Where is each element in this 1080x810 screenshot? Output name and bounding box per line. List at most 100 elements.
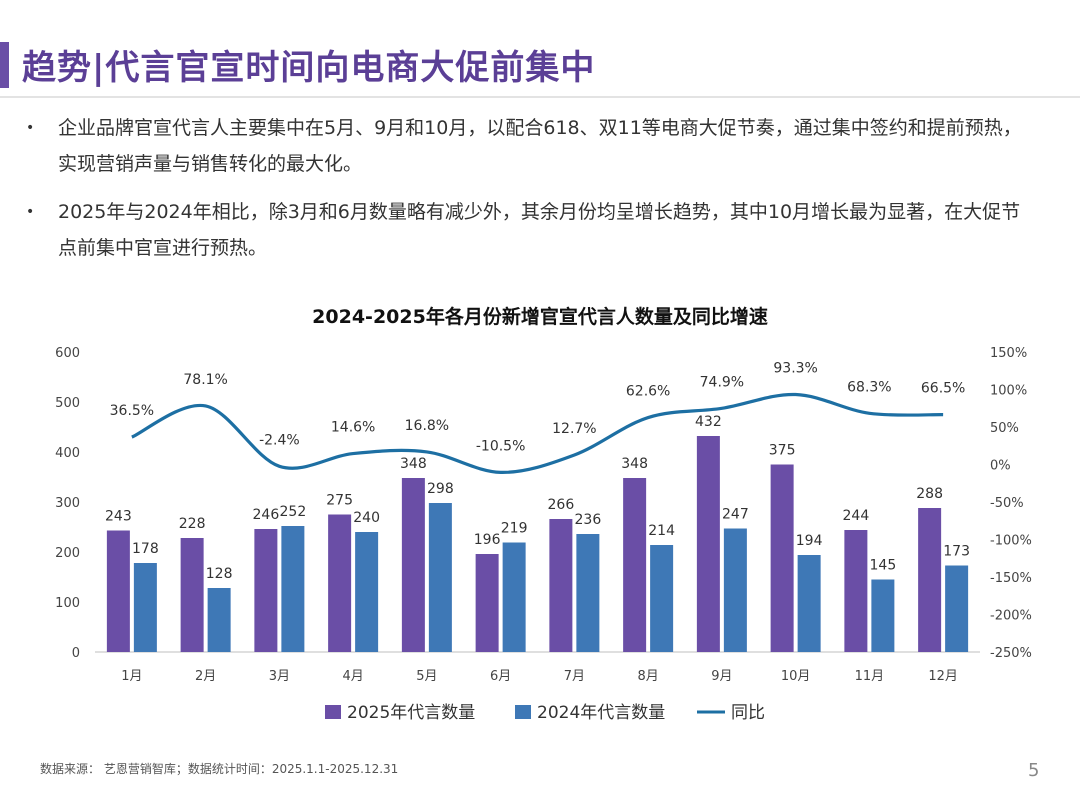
- bar-2024: [650, 545, 674, 652]
- bar-2025: [549, 519, 573, 652]
- bar-2025: [475, 554, 499, 652]
- bar-2024: [723, 528, 747, 652]
- bar-2024-label: 236: [575, 512, 602, 528]
- bar-2024: [207, 588, 231, 652]
- bullet-dot: •: [26, 204, 35, 220]
- bar-2025-label: 375: [769, 443, 796, 459]
- bar-2025: [180, 538, 204, 652]
- bar-2024-label: 252: [280, 504, 307, 520]
- bar-2025: [770, 464, 794, 652]
- x-tick-label: 10月: [781, 669, 811, 684]
- x-tick-label: 2月: [195, 669, 216, 684]
- bar-2024: [281, 526, 305, 652]
- bar-2025-label: 348: [400, 456, 427, 472]
- bullet-text: 2025年与2024年相比，除3月和6月数量略有减少外，其余月份均呈增长趋势，其…: [58, 201, 1021, 259]
- bar-2025-label: 196: [474, 532, 501, 548]
- y-left-tick-label: 500: [55, 396, 80, 411]
- bar-2025: [328, 514, 352, 652]
- legend-label: 同比: [731, 703, 765, 723]
- chart-title: 2024-2025年各月份新增官宣代言人数量及同比增速: [312, 306, 768, 328]
- bar-2024: [797, 555, 821, 652]
- bar-2024: [502, 542, 526, 652]
- y-right-tick-label: 100%: [990, 384, 1027, 399]
- yoy-label: -10.5%: [476, 438, 526, 454]
- bar-2025-label: 228: [179, 516, 206, 532]
- bar-2024: [576, 534, 600, 652]
- x-tick-label: 6月: [490, 669, 511, 684]
- bar-2024-label: 247: [722, 507, 749, 523]
- legend-label: 2024年代言数量: [537, 703, 665, 723]
- x-tick-label: 1月: [121, 669, 142, 684]
- bar-2025: [401, 478, 425, 652]
- title-accent-bar: [0, 42, 9, 88]
- y-left-tick-label: 100: [55, 596, 80, 611]
- bar-2025: [918, 508, 942, 652]
- yoy-label: -2.4%: [259, 432, 300, 448]
- bar-2024-label: 240: [353, 510, 380, 526]
- y-right-tick-label: -200%: [990, 609, 1032, 624]
- yoy-line: [131, 392, 944, 474]
- bar-2025: [844, 530, 868, 652]
- page-title: 趋势|代言官宣时间向电商大促前集中: [22, 48, 596, 88]
- bar-2025-label: 266: [548, 497, 575, 513]
- bar-2025-label: 348: [621, 456, 648, 472]
- bar-2024-label: 145: [870, 558, 897, 574]
- y-left-tick-label: 0: [72, 646, 80, 661]
- yoy-label: 93.3%: [773, 361, 817, 377]
- y-left-tick-label: 400: [55, 446, 80, 461]
- y-right-tick-label: 0%: [990, 459, 1011, 474]
- bar-2024: [428, 503, 452, 652]
- y-right-tick-label: -150%: [990, 571, 1032, 586]
- bar-2024-label: 194: [796, 533, 823, 549]
- bar-2025-label: 244: [843, 508, 870, 524]
- bar-2024: [355, 532, 379, 652]
- bar-2024: [945, 565, 969, 652]
- x-tick-label: 8月: [637, 669, 658, 684]
- yoy-label: 62.6%: [626, 384, 670, 400]
- x-tick-label: 7月: [564, 669, 585, 684]
- bar-2024: [133, 563, 157, 652]
- x-tick-label: 3月: [269, 669, 290, 684]
- bar-2025-label: 432: [695, 414, 722, 430]
- bar-2025-label: 275: [326, 493, 353, 509]
- bullet-list: • 企业品牌官宣代言人主要集中在5月、9月和10月，以配合618、双11等电商大…: [26, 110, 1036, 278]
- x-tick-label: 12月: [928, 669, 958, 684]
- legend-swatch: [515, 705, 531, 719]
- y-left-tick-label: 200: [55, 546, 80, 561]
- bar-2025-label: 243: [105, 509, 132, 525]
- title-divider: [0, 96, 1080, 98]
- x-tick-label: 5月: [416, 669, 437, 684]
- bar-2025-label: 288: [916, 486, 943, 502]
- yoy-label: 36.5%: [110, 403, 154, 419]
- bar-2024-label: 178: [132, 541, 159, 557]
- bar-2025-label: 246: [253, 507, 280, 523]
- x-tick-label: 11月: [855, 669, 885, 684]
- yoy-label: 12.7%: [552, 421, 596, 437]
- legend-swatch: [325, 705, 341, 719]
- page-number: 5: [1028, 760, 1040, 781]
- bar-2024-label: 219: [501, 521, 528, 537]
- y-left-tick-label: 600: [55, 346, 80, 361]
- y-right-tick-label: 150%: [990, 346, 1027, 361]
- bar-2024: [871, 579, 895, 652]
- bullet-item: • 企业品牌官宣代言人主要集中在5月、9月和10月，以配合618、双11等电商大…: [26, 110, 1036, 182]
- x-tick-label: 4月: [342, 669, 363, 684]
- bar-2024-label: 173: [943, 544, 970, 560]
- yoy-label: 68.3%: [847, 379, 891, 395]
- yoy-label: 66.5%: [921, 381, 965, 397]
- bar-2025: [696, 436, 720, 652]
- bar-2024-label: 214: [648, 523, 675, 539]
- bullet-dot: •: [26, 120, 35, 136]
- bullet-text: 企业品牌官宣代言人主要集中在5月、9月和10月，以配合618、双11等电商大促节…: [58, 117, 1022, 175]
- bar-2025: [106, 530, 130, 652]
- data-source-note: 数据来源： 艺恩营销智库；数据统计时间：2025.1.1-2025.12.31: [40, 762, 399, 776]
- yoy-label: 14.6%: [331, 420, 375, 436]
- yoy-label: 78.1%: [183, 372, 227, 388]
- bar-2024-label: 128: [206, 566, 233, 582]
- x-tick-label: 9月: [711, 669, 732, 684]
- y-left-tick-label: 300: [55, 496, 80, 511]
- yoy-label: 74.9%: [700, 374, 744, 390]
- legend-label: 2025年代言数量: [347, 703, 475, 723]
- bullet-item: • 2025年与2024年相比，除3月和6月数量略有减少外，其余月份均呈增长趋势…: [26, 194, 1036, 266]
